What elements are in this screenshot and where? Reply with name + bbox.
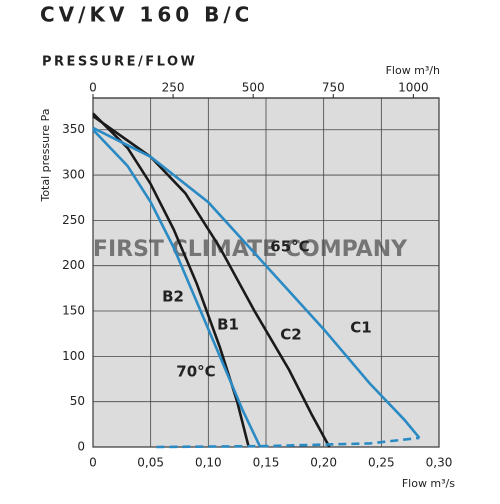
x-tick-label: 0,10 [195, 456, 222, 470]
curve-label: C1 [350, 319, 371, 337]
chart-subtitle: PRESSURE/FLOW [42, 55, 197, 70]
y-axis-label: Total pressure Pa [39, 108, 52, 202]
x-tick-label: 0,15 [253, 456, 280, 470]
x-tick-label: 0 [89, 456, 97, 470]
curve [92, 128, 262, 448]
annotation: 65°C [270, 238, 309, 256]
y-tick-label: 50 [70, 394, 85, 408]
curve [156, 436, 420, 449]
curve-label: C2 [280, 326, 301, 344]
x2-tick-label: 500 [242, 81, 265, 95]
y-tick-label: 150 [62, 304, 85, 318]
y-tick-label: 0 [77, 440, 85, 454]
x2-tick-label: 1000 [398, 81, 429, 95]
x-tick-label: 0,30 [426, 456, 453, 470]
x-tick-label: 0,25 [368, 456, 395, 470]
x2-tick-label: 250 [162, 81, 185, 95]
x-tick-label: 0,05 [137, 456, 164, 470]
curve [92, 126, 421, 439]
x-axis-label: Flow m³/s [402, 477, 455, 490]
y-tick-label: 350 [62, 122, 85, 136]
y-tick-label: 250 [62, 213, 85, 227]
x-tick-label: 0,20 [310, 456, 337, 470]
annotation: 70°C [176, 363, 215, 381]
y-tick-label: 300 [62, 168, 85, 182]
curve-label: B2 [162, 288, 184, 306]
x2-axis-label: Flow m³/h [386, 64, 440, 77]
y-tick-label: 100 [62, 349, 85, 363]
curve-label: B1 [217, 316, 239, 334]
y-tick-label: 200 [62, 258, 85, 272]
x2-tick-label: 0 [89, 81, 97, 95]
chart-title: CV/KV 160 B/C [40, 3, 253, 27]
x2-tick-label: 750 [322, 81, 345, 95]
